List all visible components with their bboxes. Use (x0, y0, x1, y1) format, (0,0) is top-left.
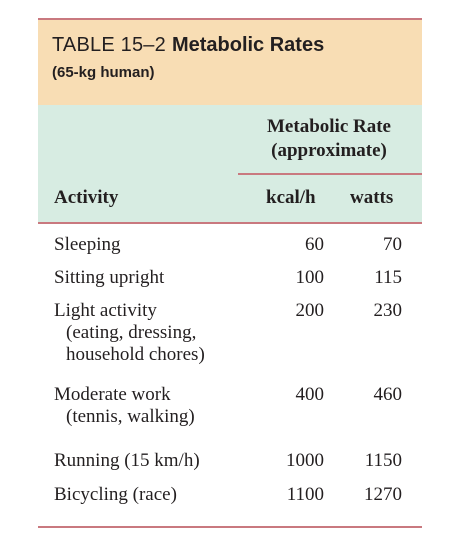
kcal-cell: 1000 (286, 450, 324, 471)
table-number: TABLE 15–2 (52, 34, 166, 56)
activity-name: Moderate work (54, 384, 171, 405)
watts-cell: 1150 (364, 450, 402, 471)
activity-detail: (eating, dressing, (66, 322, 197, 343)
group-header-line2: (approximate) (271, 140, 387, 161)
kcal-cell: 400 (295, 384, 325, 405)
metabolic-rate-group-header: Metabolic Rate (approximate) (244, 115, 414, 163)
activity-name: Bicycling (race) (54, 484, 177, 505)
activity-name: Light activity (54, 300, 157, 321)
activity-detail: household chores) (66, 344, 205, 365)
kcal-cell: 60 (305, 234, 324, 255)
table-bottom-rule (38, 526, 422, 528)
activity-cell: Moderate work (tennis, walking) (54, 384, 195, 428)
table-header-band: Metabolic Rate (approximate) Activity kc… (38, 105, 422, 222)
activity-cell: Bicycling (race) (54, 484, 177, 506)
kcal-cell: 100 (295, 267, 325, 288)
column-header-activity: Activity (54, 187, 119, 208)
kcal-cell: 1100 (286, 484, 324, 505)
table-title-band: TABLE 15–2 Metabolic Rates (65-kg human) (38, 20, 422, 105)
watts-cell: 1270 (364, 484, 402, 505)
activity-cell: Running (15 km/h) (54, 450, 200, 472)
table-subtitle: (65-kg human) (52, 64, 155, 81)
activity-cell: Sitting upright (54, 267, 164, 289)
column-header-watts: watts (350, 187, 394, 208)
column-header-kcal: kcal/h (266, 187, 316, 208)
watts-cell: 115 (374, 267, 402, 288)
table-title: TABLE 15–2 Metabolic Rates (52, 34, 324, 57)
metabolic-rates-table: TABLE 15–2 Metabolic Rates (65-kg human) … (38, 18, 422, 528)
watts-cell: 230 (373, 300, 403, 321)
watts-cell: 70 (383, 234, 402, 255)
group-header-rule (238, 173, 422, 175)
activity-cell: Sleeping (54, 234, 121, 256)
table-body: Sleeping 60 70 Sitting upright 100 115 L… (38, 224, 422, 526)
group-header-line1: Metabolic Rate (267, 116, 391, 137)
activity-name: Sitting upright (54, 267, 165, 288)
activity-cell: Light activity (eating, dressing, househ… (54, 300, 205, 366)
activity-name: Sleeping (54, 234, 121, 255)
watts-cell: 460 (373, 384, 403, 405)
table-top-rule (38, 18, 422, 20)
header-rule (38, 222, 422, 224)
kcal-cell: 200 (295, 300, 325, 321)
activity-detail: (tennis, walking) (66, 406, 195, 427)
activity-name: Running (15 km/h) (54, 450, 200, 471)
table-name: Metabolic Rates (171, 34, 325, 56)
